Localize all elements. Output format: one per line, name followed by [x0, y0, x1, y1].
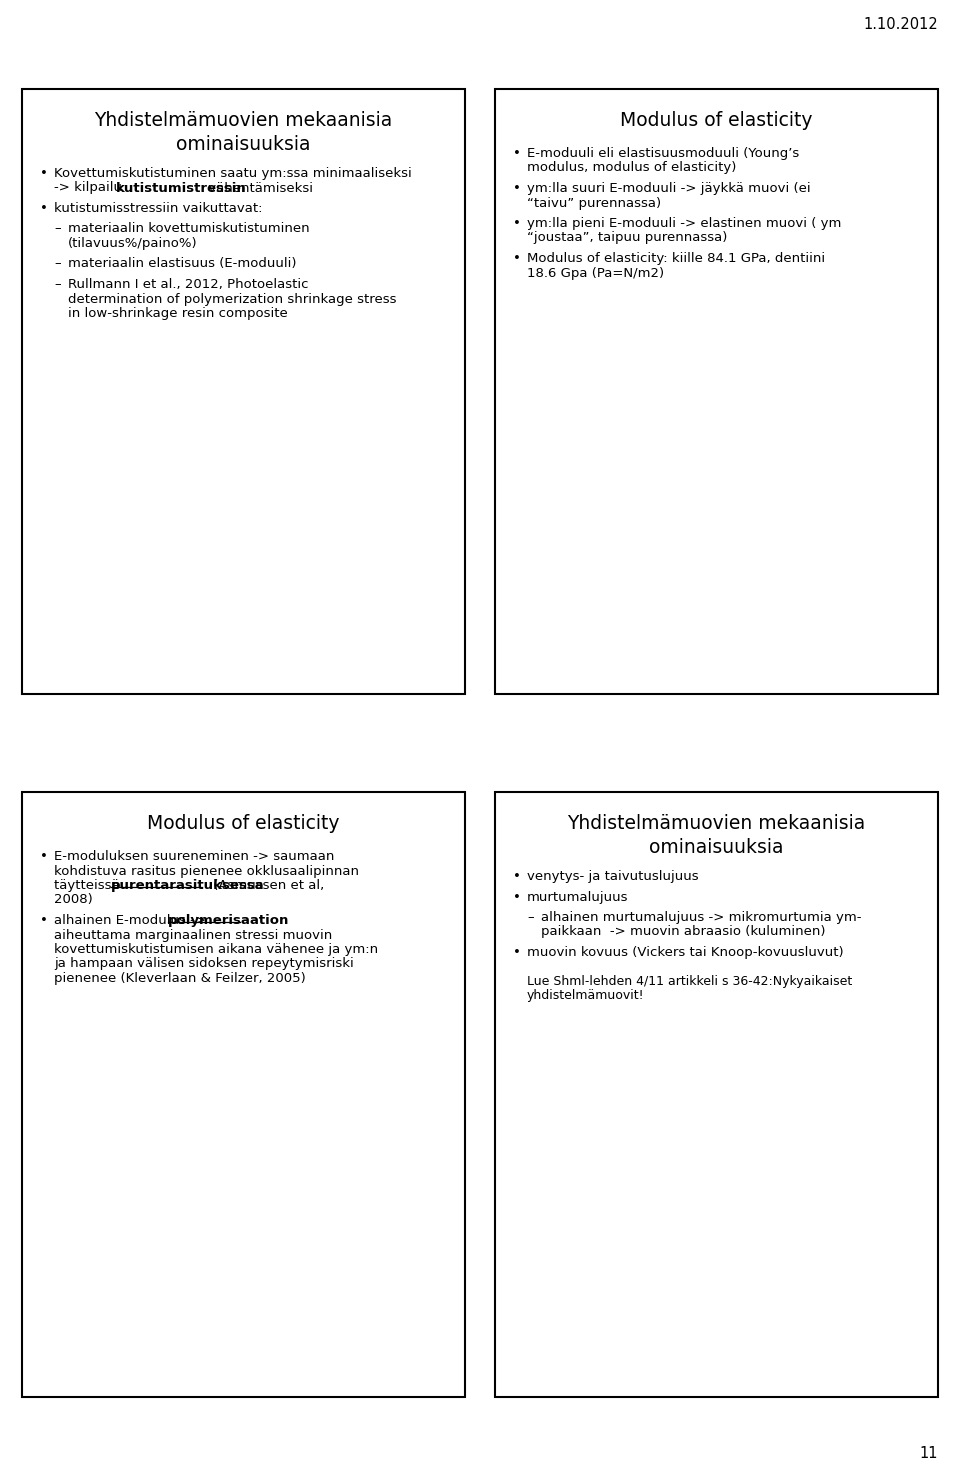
Text: kutistumisstressiin vaikuttavat:: kutistumisstressiin vaikuttavat: [54, 203, 262, 214]
Text: materiaalin kovettumiskutistuminen: materiaalin kovettumiskutistuminen [68, 222, 310, 235]
Bar [22, 791, 465, 1398]
Text: •: • [513, 870, 521, 883]
Text: –: – [527, 911, 534, 924]
Text: Rullmann I et al., 2012, Photoelastic: Rullmann I et al., 2012, Photoelastic [68, 278, 308, 291]
Text: aiheuttama marginaalinen stressi muovin: aiheuttama marginaalinen stressi muovin [54, 929, 332, 942]
Text: polymerisaation: polymerisaation [168, 914, 289, 927]
Text: vähentämiseksi: vähentämiseksi [204, 182, 313, 195]
Text: -> kilpailu: -> kilpailu [54, 182, 127, 195]
Text: •: • [513, 251, 521, 265]
Text: purentarasituksessa: purentarasituksessa [111, 879, 265, 892]
Text: materiaalin elastisuus (E-moduuli): materiaalin elastisuus (E-moduuli) [68, 257, 297, 271]
Text: venytys- ja taivutuslujuus: venytys- ja taivutuslujuus [527, 870, 699, 883]
Text: kutistumistressin: kutistumistressin [116, 182, 247, 195]
Text: –: – [54, 278, 60, 291]
Text: “joustaa”, taipuu purennassa): “joustaa”, taipuu purennassa) [527, 232, 728, 244]
Text: muovin kovuus (Vickers tai Knoop-kovuusluvut): muovin kovuus (Vickers tai Knoop-kovuusl… [527, 947, 844, 958]
Text: Lue Shml-lehden 4/11 artikkeli s 36-42:Nykyaikaiset: Lue Shml-lehden 4/11 artikkeli s 36-42:N… [527, 975, 852, 988]
Text: Yhdistelmämuovien mekaanisia
ominaisuuksia: Yhdistelmämuovien mekaanisia ominaisuuks… [94, 111, 393, 154]
Text: kovettumiskutistumisen aikana vähenee ja ym:n: kovettumiskutistumisen aikana vähenee ja… [54, 944, 378, 955]
Text: murtumalujuus: murtumalujuus [527, 890, 629, 904]
Text: –: – [54, 222, 60, 235]
Text: •: • [513, 146, 521, 160]
Bar [495, 89, 938, 694]
Text: täytteissä: täytteissä [54, 879, 124, 892]
Text: •: • [40, 167, 48, 180]
Bar [495, 791, 938, 1398]
Text: 1.10.2012: 1.10.2012 [863, 16, 938, 33]
Text: Modulus of elasticity: Modulus of elasticity [147, 813, 340, 833]
Text: •: • [513, 182, 521, 195]
Text: Modulus of elasticity: kiille 84.1 GPa, dentiini: Modulus of elasticity: kiille 84.1 GPa, … [527, 251, 826, 265]
Bar [22, 89, 465, 694]
Text: pienenee (Kleverlaan & Feilzer, 2005): pienenee (Kleverlaan & Feilzer, 2005) [54, 972, 305, 985]
Text: –: – [54, 257, 60, 271]
Text: •: • [40, 914, 48, 927]
Text: modulus, modulus of elasticity): modulus, modulus of elasticity) [527, 161, 736, 175]
Text: 18.6 Gpa (Pa=N/m2): 18.6 Gpa (Pa=N/m2) [527, 266, 664, 280]
Text: ym:lla suuri E-moduuli -> jäykkä muovi (ei: ym:lla suuri E-moduuli -> jäykkä muovi (… [527, 182, 810, 195]
Text: determination of polymerization shrinkage stress: determination of polymerization shrinkag… [68, 293, 396, 306]
Text: paikkaan  -> muovin abraasio (kuluminen): paikkaan -> muovin abraasio (kuluminen) [541, 926, 826, 939]
Text: Kovettumiskutistuminen saatu ym:ssa minimaaliseksi: Kovettumiskutistuminen saatu ym:ssa mini… [54, 167, 412, 180]
Text: 11: 11 [920, 1446, 938, 1461]
Text: •: • [513, 947, 521, 958]
Text: in low-shrinkage resin composite: in low-shrinkage resin composite [68, 308, 288, 319]
Text: alhainen murtumalujuus -> mikromurtumia ym-: alhainen murtumalujuus -> mikromurtumia … [541, 911, 861, 924]
Text: yhdistelmämuovit!: yhdistelmämuovit! [527, 989, 644, 1001]
Text: •: • [513, 890, 521, 904]
Text: “taivu” purennassa): “taivu” purennassa) [527, 197, 661, 210]
Text: E-moduuli eli elastisuusmoduuli (Young’s: E-moduuli eli elastisuusmoduuli (Young’s [527, 146, 800, 160]
Text: 2008): 2008) [54, 893, 93, 907]
Text: •: • [40, 850, 48, 864]
Text: •: • [513, 217, 521, 231]
Text: Yhdistelmämuovien mekaanisia
ominaisuuksia: Yhdistelmämuovien mekaanisia ominaisuuks… [567, 813, 866, 858]
Text: (Asmussen et al,: (Asmussen et al, [209, 879, 324, 892]
Text: E-moduluksen suureneminen -> saumaan: E-moduluksen suureneminen -> saumaan [54, 850, 334, 864]
Text: •: • [40, 203, 48, 214]
Text: kohdistuva rasitus pienenee okklusaalipinnan: kohdistuva rasitus pienenee okklusaalipi… [54, 865, 359, 877]
Text: ym:lla pieni E-moduuli -> elastinen muovi ( ym: ym:lla pieni E-moduuli -> elastinen muov… [527, 217, 841, 231]
Text: alhainen E-modulus ->: alhainen E-modulus -> [54, 914, 210, 927]
Text: Modulus of elasticity: Modulus of elasticity [620, 111, 813, 130]
Text: (tilavuus%/paino%): (tilavuus%/paino%) [68, 237, 198, 250]
Text: ja hampaan välisen sidoksen repeytymisriski: ja hampaan välisen sidoksen repeytymisri… [54, 957, 353, 970]
